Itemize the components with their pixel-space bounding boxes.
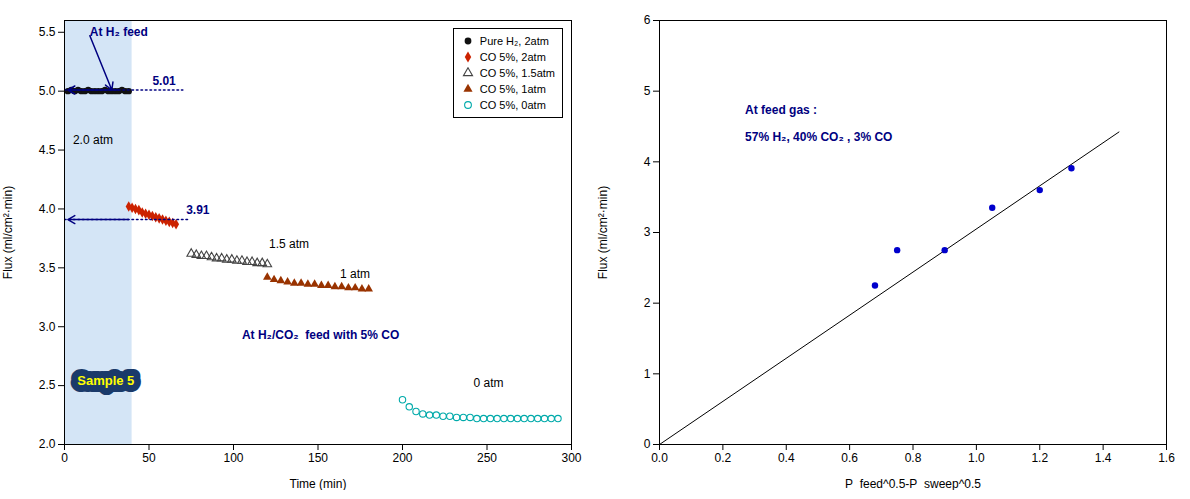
svg-text:300: 300 <box>561 451 581 465</box>
svg-text:At H₂/CO₂ feed with 5% CO: At H₂/CO₂ feed with 5% CO <box>242 328 399 342</box>
svg-text:3.91: 3.91 <box>186 203 210 217</box>
svg-text:0: 0 <box>61 451 68 465</box>
svg-text:4.0: 4.0 <box>39 202 56 216</box>
svg-text:0.2: 0.2 <box>715 451 732 465</box>
html-text:CO 5%, 2atm: CO 5%, 2atm <box>479 51 546 63</box>
svg-text:2.0: 2.0 <box>39 437 56 451</box>
svg-text:200: 200 <box>392 451 412 465</box>
svg-text:Flux (ml/cm²·min): Flux (ml/cm²·min) <box>1 186 15 279</box>
svg-text:50: 50 <box>142 451 156 465</box>
svg-text:P_feed^0.5-P_sweep^0.5: P_feed^0.5-P_sweep^0.5 <box>845 477 981 491</box>
svg-text:100: 100 <box>223 451 243 465</box>
html-text:CO 5%, 1.5atm: CO 5%, 1.5atm <box>479 67 555 79</box>
svg-text:1.6: 1.6 <box>1158 451 1175 465</box>
svg-text:1: 1 <box>644 367 651 381</box>
svg-text:Flux (ml/cm²·min): Flux (ml/cm²·min) <box>596 186 610 279</box>
svg-text:At H₂ feed: At H₂ feed <box>90 25 148 39</box>
html-text:CO 5%, 1atm: CO 5%, 1atm <box>479 83 546 95</box>
svg-text:0: 0 <box>644 437 651 451</box>
svg-text:6: 6 <box>644 13 651 27</box>
svg-text:1.0: 1.0 <box>968 451 985 465</box>
svg-text:0.6: 0.6 <box>841 451 858 465</box>
svg-text:0.4: 0.4 <box>778 451 795 465</box>
svg-text:Sample 5: Sample 5 <box>77 373 134 388</box>
svg-text:250: 250 <box>477 451 497 465</box>
svg-text:1.4: 1.4 <box>1095 451 1112 465</box>
html-text:Pure H₂, 2atm: Pure H₂, 2atm <box>479 35 549 47</box>
svg-text:0 atm: 0 atm <box>473 376 503 390</box>
svg-text:0.8: 0.8 <box>905 451 922 465</box>
svg-text:2.0 atm: 2.0 atm <box>73 133 113 147</box>
svg-text:Time (min): Time (min) <box>290 477 347 491</box>
html-text:CO 5%, 0atm: CO 5%, 0atm <box>479 99 546 111</box>
svg-text:5.5: 5.5 <box>39 25 56 39</box>
svg-text:3: 3 <box>644 225 651 239</box>
svg-text:0.0: 0.0 <box>651 451 668 465</box>
svg-text:5.01: 5.01 <box>152 74 176 88</box>
svg-text:3.0: 3.0 <box>39 320 56 334</box>
svg-text:57% H₂, 40% CO₂ , 3% CO: 57% H₂, 40% CO₂ , 3% CO <box>745 130 892 144</box>
svg-text:4.5: 4.5 <box>39 143 56 157</box>
svg-text:2: 2 <box>644 296 651 310</box>
svg-text:1.5 atm: 1.5 atm <box>269 237 309 251</box>
svg-text:5: 5 <box>644 84 651 98</box>
svg-text:1 atm: 1 atm <box>340 267 370 281</box>
svg-text:At feed gas :: At feed gas : <box>745 103 817 117</box>
svg-text:1.2: 1.2 <box>1031 451 1048 465</box>
svg-text:4: 4 <box>644 155 651 169</box>
svg-text:3.5: 3.5 <box>39 261 56 275</box>
svg-text:2.5: 2.5 <box>39 378 56 392</box>
svg-text:150: 150 <box>308 451 328 465</box>
svg-text:5.0: 5.0 <box>39 84 56 98</box>
